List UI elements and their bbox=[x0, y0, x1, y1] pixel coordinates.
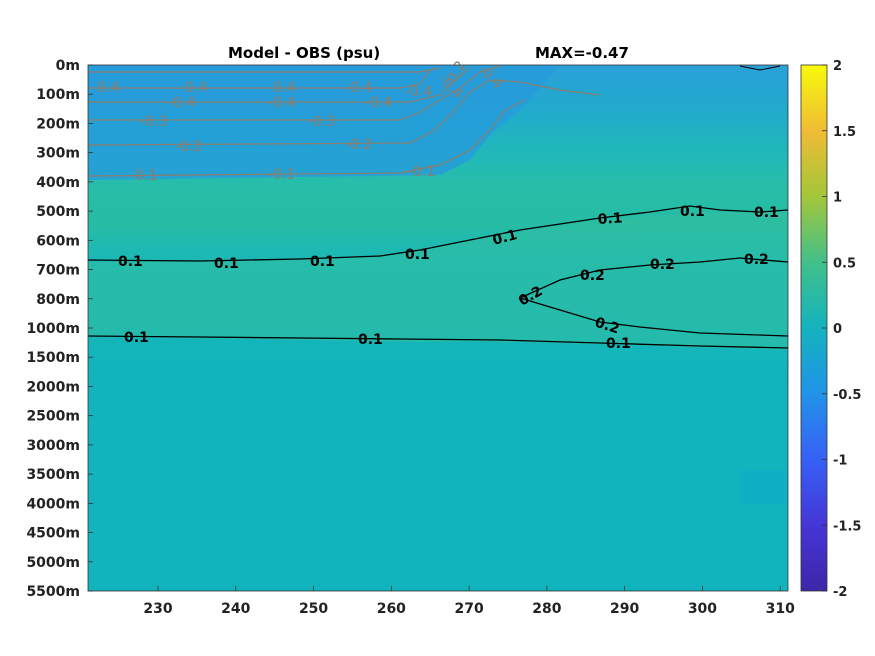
colorbar-tick-label: -1 bbox=[833, 454, 847, 469]
contour-neg-04b bbox=[88, 69, 431, 89]
y-tick-label: 400m bbox=[36, 175, 80, 191]
x-tick-label: 250 bbox=[299, 601, 328, 617]
y-tick-label: 300m bbox=[36, 146, 80, 162]
chart-title-left: Model - OBS (psu) bbox=[228, 44, 380, 62]
contour-label: -0.1 bbox=[130, 168, 157, 184]
contour-label: -0.4 bbox=[92, 80, 119, 96]
y-tick-label: 4000m bbox=[26, 496, 80, 512]
x-axis-ticks: 230 240 250 260 270 280 290 300 310 bbox=[143, 586, 795, 617]
contour-label: -0.4 bbox=[268, 80, 295, 96]
y-tick-label: 1500m bbox=[26, 350, 80, 366]
colorbar-tick-label: -2 bbox=[833, 585, 847, 600]
y-tick-label: 1000m bbox=[26, 321, 80, 337]
contour-label: -0.2 bbox=[175, 139, 202, 155]
contour-label: 0.1 bbox=[405, 247, 430, 263]
y-axis-ticks: 0m 100m 200m 300m 400m 500m 600m 700m 800m 1000m 1… bbox=[26, 58, 93, 600]
contour-neg-04c bbox=[88, 67, 471, 103]
y-tick-label: 4500m bbox=[26, 526, 80, 542]
contour-label: -0.3 bbox=[308, 114, 335, 130]
chart-title-right: MAX=-0.47 bbox=[535, 44, 629, 62]
contour-neg-04a bbox=[88, 67, 441, 73]
contour-label: 0.2 bbox=[580, 268, 605, 284]
y-tick-label: 800m bbox=[36, 292, 80, 308]
contour-label: -0.3 bbox=[140, 114, 167, 130]
contour-pos-01-lower bbox=[88, 335, 788, 349]
x-tick-label: 310 bbox=[766, 601, 795, 617]
contour-pos-01-upper bbox=[88, 205, 788, 262]
y-tick-label: 700m bbox=[36, 263, 80, 279]
y-tick-label: 2000m bbox=[26, 379, 80, 395]
colorbar-tick-label: 2 bbox=[833, 59, 842, 74]
contour-label: 0.2 bbox=[744, 252, 769, 268]
colorbar-tick-label: -0.5 bbox=[833, 388, 861, 403]
y-tick-label: 600m bbox=[36, 233, 80, 249]
contour-label: 0.1 bbox=[118, 254, 143, 270]
field-deep-patch bbox=[740, 470, 788, 504]
contour-label: 0.1 bbox=[606, 336, 631, 352]
colorbar-tick-label: 0 bbox=[833, 322, 842, 337]
contour-label: -0.4 bbox=[365, 95, 392, 111]
contour-label: 0.1 bbox=[358, 332, 383, 348]
colorbar-tick-label: 1 bbox=[833, 191, 842, 206]
contour-label: -0.4 bbox=[345, 80, 372, 96]
contour-label: 0.1 bbox=[310, 254, 335, 270]
contour-neg-03 bbox=[88, 65, 501, 121]
contour-label: 0.1 bbox=[754, 205, 779, 221]
x-tick-label: 240 bbox=[221, 601, 250, 617]
contour-label: 0.1 bbox=[680, 204, 705, 220]
contour-label: -0.1 bbox=[408, 164, 435, 180]
colorbar-tick-label: -1.5 bbox=[833, 519, 861, 534]
contour-label: 0.1 bbox=[597, 210, 623, 228]
contour-neg-top bbox=[739, 65, 781, 71]
y-tick-label: 100m bbox=[36, 87, 80, 103]
contour-label: 0.2 bbox=[593, 315, 622, 338]
heatmap-field bbox=[88, 65, 788, 591]
y-tick-label: 200m bbox=[36, 116, 80, 132]
colorbar-tick-label: 1.5 bbox=[833, 125, 856, 140]
x-tick-label: 280 bbox=[532, 601, 561, 617]
y-tick-label: 500m bbox=[36, 204, 80, 220]
y-tick-label: 3000m bbox=[26, 438, 80, 454]
contour-label: -0.4 bbox=[168, 95, 195, 111]
y-tick-label: 5000m bbox=[26, 555, 80, 571]
contours bbox=[88, 65, 788, 349]
y-tick-label: 3500m bbox=[26, 467, 80, 483]
x-tick-label: 290 bbox=[610, 601, 639, 617]
x-tick-label: 230 bbox=[143, 601, 172, 617]
contour-label: 0.1 bbox=[124, 330, 149, 346]
x-tick-label: 270 bbox=[454, 601, 483, 617]
contour-label: 0.1 bbox=[214, 256, 239, 272]
contour-label: 0.2 bbox=[650, 257, 675, 273]
colorbar-tick-label: 0.5 bbox=[833, 256, 856, 271]
x-tick-label: 300 bbox=[688, 601, 717, 617]
contour-label: -0.4 bbox=[180, 80, 207, 96]
y-tick-label: 0m bbox=[56, 58, 80, 74]
colorbar-ticks: 2 1.5 1 0.5 0 -0.5 -1 -1.5 -2 bbox=[822, 59, 861, 600]
contour-label: -0.1 bbox=[268, 167, 295, 183]
y-tick-label: 5500m bbox=[26, 584, 80, 600]
y-tick-label: 2500m bbox=[26, 409, 80, 425]
field-warm-band bbox=[88, 211, 788, 350]
contour-neg-01 bbox=[88, 99, 526, 177]
contour-label: -0.4 bbox=[268, 95, 295, 111]
contour-label: 0.1 bbox=[491, 227, 519, 249]
contour-neg-02 bbox=[88, 79, 601, 146]
x-tick-label: 260 bbox=[377, 601, 406, 617]
contour-label: -0.4 bbox=[405, 84, 432, 100]
contour-label: -0.2 bbox=[345, 137, 372, 153]
contour-pos-02 bbox=[518, 257, 788, 337]
